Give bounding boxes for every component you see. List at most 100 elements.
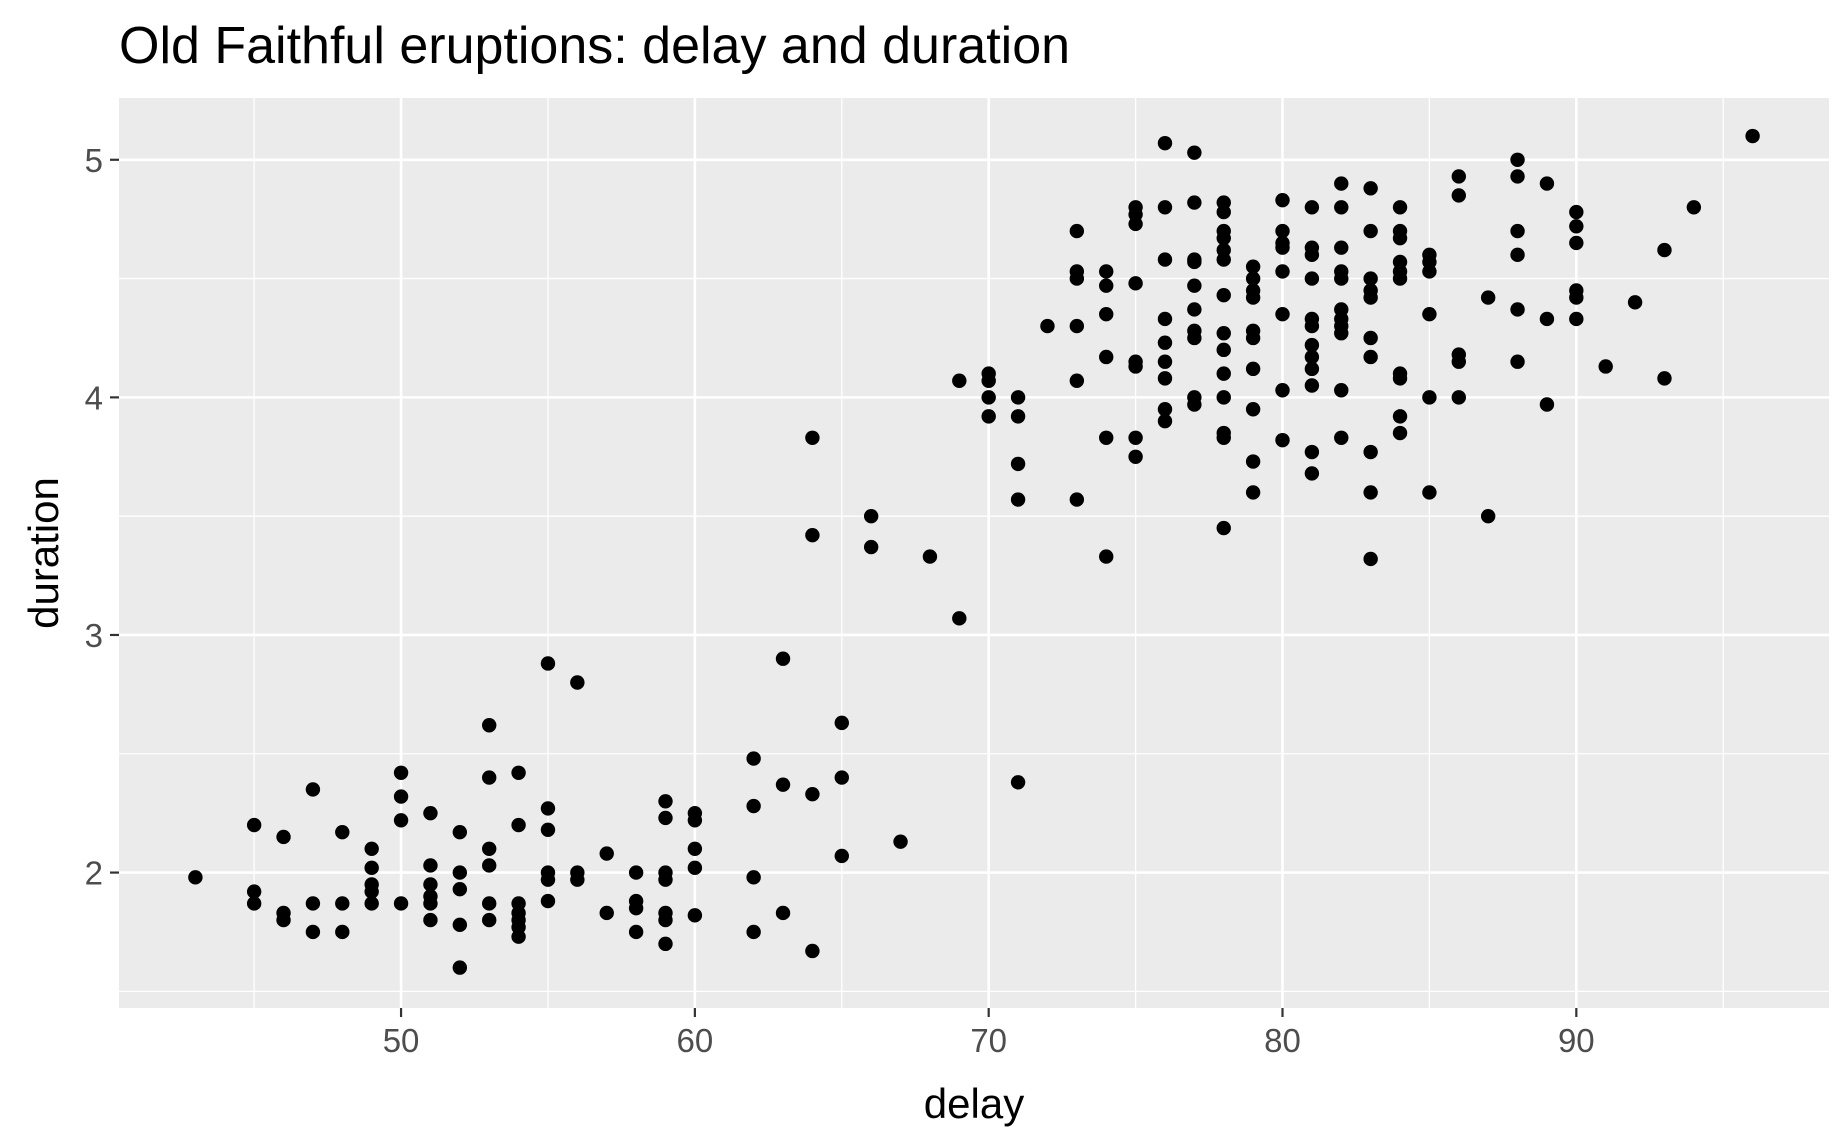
data-point xyxy=(952,373,967,388)
data-point xyxy=(1245,454,1261,469)
data-point xyxy=(305,924,321,940)
data-point xyxy=(1304,349,1320,365)
x-tick-label: 80 xyxy=(1264,1022,1301,1059)
data-point xyxy=(1187,278,1202,293)
data-point xyxy=(1157,135,1173,151)
data-point xyxy=(1187,254,1202,270)
major-gridlines xyxy=(119,98,1829,1008)
data-point xyxy=(1304,378,1320,393)
data-point xyxy=(1686,200,1702,215)
data-point xyxy=(1216,520,1231,536)
data-point xyxy=(364,884,379,899)
data-point xyxy=(1657,242,1672,258)
x-tick-label: 60 xyxy=(677,1022,714,1059)
data-point xyxy=(1157,311,1173,327)
data-point xyxy=(1657,371,1672,386)
data-point xyxy=(628,924,644,940)
data-point xyxy=(276,912,291,928)
data-point xyxy=(1334,176,1349,191)
data-point xyxy=(746,870,761,885)
data-point xyxy=(1539,311,1555,327)
data-point xyxy=(1245,330,1261,346)
data-point xyxy=(1304,200,1320,215)
data-point xyxy=(1157,335,1173,350)
data-point xyxy=(1392,425,1408,441)
data-point xyxy=(1363,551,1378,567)
data-point xyxy=(1157,200,1173,215)
data-point xyxy=(1187,302,1202,317)
data-point xyxy=(540,656,556,671)
data-point xyxy=(863,508,879,524)
data-point xyxy=(1569,311,1584,327)
data-point xyxy=(834,715,849,731)
data-point xyxy=(1510,223,1525,239)
data-point xyxy=(452,960,468,975)
data-point xyxy=(1275,383,1290,398)
y-tick-label: 4 xyxy=(85,379,103,416)
data-point xyxy=(805,943,820,959)
data-point xyxy=(1245,361,1261,377)
data-point xyxy=(1010,775,1026,790)
data-point xyxy=(188,870,203,885)
data-point xyxy=(423,896,438,911)
data-point xyxy=(1157,252,1173,267)
data-point xyxy=(1275,240,1290,255)
data-point xyxy=(482,841,497,857)
data-point xyxy=(393,896,409,911)
data-point xyxy=(364,896,379,911)
data-point xyxy=(687,860,703,876)
data-point xyxy=(393,789,409,804)
data-point xyxy=(1510,152,1525,167)
data-point xyxy=(1245,271,1261,286)
data-point xyxy=(628,865,644,880)
data-point xyxy=(1304,466,1320,481)
data-point xyxy=(1069,223,1085,239)
data-point xyxy=(1480,508,1496,524)
data-point xyxy=(1363,271,1378,286)
data-point xyxy=(1245,485,1261,500)
data-point xyxy=(628,901,644,916)
data-point xyxy=(981,390,996,405)
data-point xyxy=(335,896,350,911)
data-point xyxy=(511,765,526,780)
y-tick-label: 2 xyxy=(85,855,103,892)
data-point xyxy=(805,430,820,445)
data-point xyxy=(482,718,497,733)
data-point xyxy=(1334,240,1349,255)
data-point xyxy=(775,777,791,792)
chart-title: Old Faithful eruptions: delay and durati… xyxy=(119,17,1070,75)
data-point xyxy=(952,611,967,626)
data-point xyxy=(746,798,761,814)
data-point xyxy=(1363,444,1378,460)
data-point xyxy=(658,810,673,826)
data-point xyxy=(1392,230,1408,246)
data-point xyxy=(482,770,497,785)
y-tick-label: 3 xyxy=(85,617,103,654)
data-point xyxy=(1304,444,1320,460)
data-point xyxy=(1128,276,1143,291)
data-point xyxy=(1216,204,1231,220)
data-point xyxy=(1480,290,1496,305)
data-point xyxy=(1392,200,1408,215)
data-point xyxy=(775,905,791,921)
data-point xyxy=(1334,271,1349,286)
data-point xyxy=(570,675,585,690)
data-point xyxy=(482,858,497,873)
data-point xyxy=(1569,219,1584,234)
y-axis: 2 3 4 5 xyxy=(85,142,119,892)
data-point xyxy=(1245,290,1261,305)
y-axis-title: duration xyxy=(20,477,67,629)
data-point xyxy=(1363,330,1378,346)
data-point xyxy=(1363,485,1378,500)
data-point xyxy=(1187,195,1202,210)
data-point xyxy=(482,912,497,928)
data-point xyxy=(1069,318,1085,334)
data-point xyxy=(393,765,409,780)
data-point xyxy=(687,908,703,923)
data-point xyxy=(1392,271,1408,286)
data-point xyxy=(1422,264,1437,279)
data-point xyxy=(1392,371,1408,386)
data-point xyxy=(1510,354,1525,369)
data-point xyxy=(1010,492,1026,507)
data-point xyxy=(1099,549,1114,564)
